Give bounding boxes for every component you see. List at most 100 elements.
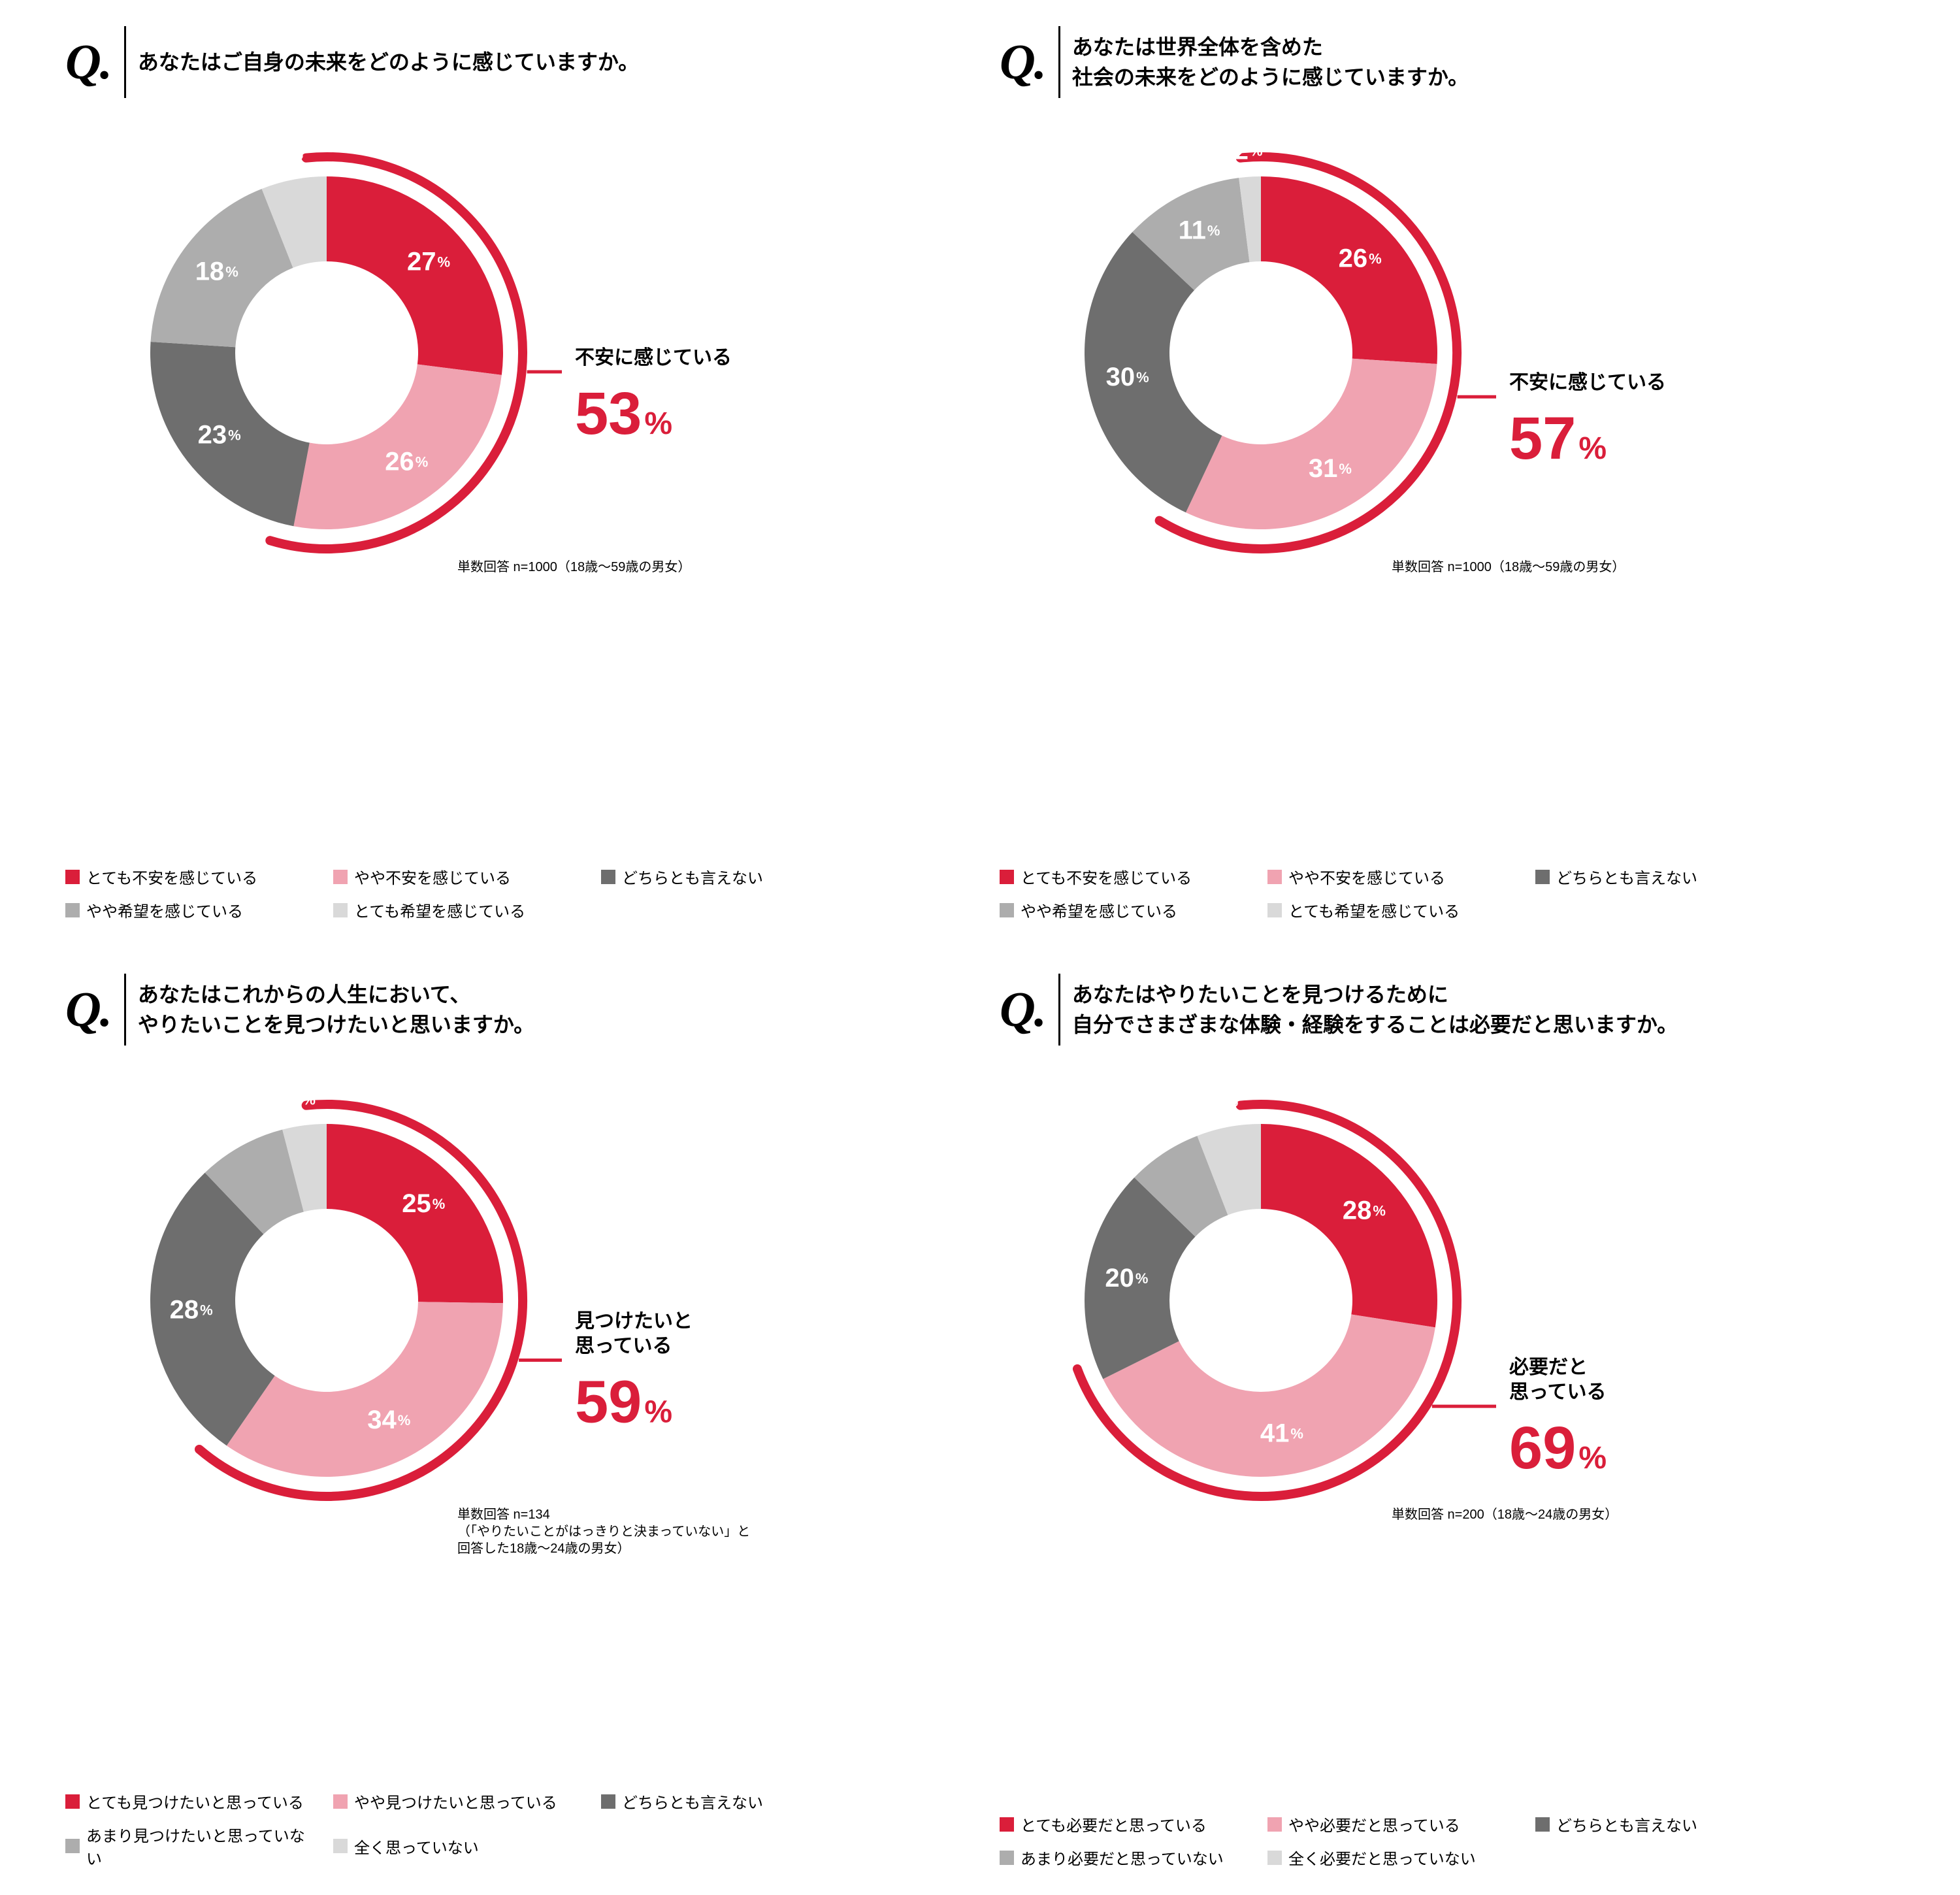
slice-label-4: 6% — [274, 139, 303, 168]
question-header: Q. あなたはご自身の未来をどのように感じていますか。 — [65, 26, 960, 98]
legend-item-2: どちらとも言えない — [601, 865, 843, 888]
legend-item-2: どちらとも言えない — [1535, 1813, 1777, 1836]
legend-swatch — [65, 1794, 80, 1809]
question-text: あなたはやりたいことを見つけるために 自分でさまざまな体験・経験をすることは必要… — [1072, 980, 1678, 1040]
legend-label: どちらとも言えない — [622, 865, 763, 888]
legend-label: どちらとも言えない — [622, 1790, 763, 1813]
legend-item-1: やや必要だと思っている — [1267, 1813, 1509, 1836]
legend-label: 全く思っていない — [354, 1835, 479, 1858]
chart-area: 28%41%20%7%6%必要だと思っている69%単数回答 n=200（18歳～… — [1000, 1059, 1895, 1806]
legend-item-2: どちらとも言えない — [1535, 865, 1777, 888]
donut-chart: 26%31%30%11%2%不安に感じている57%単数回答 n=1000（18歳… — [1000, 111, 1882, 647]
legend-item-4: 全く思っていない — [333, 1823, 575, 1869]
donut-slice-1 — [227, 1302, 503, 1477]
panel-0: Q.あなたはご自身の未来をどのように感じていますか。27%26%23%18%6%… — [65, 26, 960, 921]
legend-label: とても必要だと思っている — [1021, 1813, 1207, 1836]
donut-chart: 25%34%28%8%4%見つけたいと思っている59%単数回答 n=134（「や… — [65, 1059, 947, 1594]
question-text: あなたはご自身の未来をどのように感じていますか。 — [138, 47, 639, 77]
legend-swatch — [1535, 1817, 1550, 1832]
legend-item-4: とても希望を感じている — [1267, 898, 1509, 921]
legend-swatch — [333, 903, 348, 917]
legend-label: やや見つけたいと思っている — [354, 1790, 557, 1813]
legend-label: とても希望を感じている — [354, 898, 525, 921]
legend: とても見つけたいと思っている やや見つけたいと思っている どちらとも言えないあまり見… — [65, 1790, 960, 1869]
legend-label: とても希望を感じている — [1288, 898, 1460, 921]
legend-label: やや不安を感じている — [354, 865, 511, 888]
callout-value: 69% — [1509, 1415, 1607, 1481]
question-marker: Q. — [65, 26, 126, 98]
legend-swatch — [65, 903, 80, 917]
legend-item-0: とても必要だと思っている — [1000, 1813, 1241, 1836]
donut-chart: 28%41%20%7%6%必要だと思っている69%単数回答 n=200（18歳～… — [1000, 1059, 1882, 1594]
question-header: Q.あなたはやりたいことを見つけるために 自分でさまざまな体験・経験をすることは… — [1000, 974, 1895, 1046]
donut-slice-1 — [1186, 359, 1437, 529]
legend-label: とても不安を感じている — [86, 865, 257, 888]
legend-item-4: 全く必要だと思っていない — [1267, 1846, 1509, 1869]
legend: とても不安を感じている やや不安を感じている どちらとも言えないやや希望を感じている… — [65, 865, 960, 921]
chart-area: 25%34%28%8%4%見つけたいと思っている59%単数回答 n=134（「や… — [65, 1059, 960, 1783]
legend-swatch — [601, 1794, 615, 1809]
panel-2: Q.あなたはこれからの人生において、 やりたいことを見つけたいと思いますか。 25… — [65, 974, 960, 1869]
legend-swatch — [65, 870, 80, 884]
legend-item-1: やや不安を感じている — [333, 865, 575, 888]
legend-swatch — [1000, 903, 1014, 917]
chart-footnote: 単数回答 n=200（18歳～24歳の男女） — [1392, 1507, 1618, 1522]
callout-value: 57% — [1509, 405, 1607, 472]
legend-item-2: どちらとも言えない — [601, 1790, 843, 1813]
donut-chart: 27%26%23%18%6%不安に感じている53%単数回答 n=1000（18歳… — [65, 111, 947, 647]
legend-swatch — [333, 1839, 348, 1853]
slice-label-3: 7% — [1135, 1117, 1164, 1145]
panel-3: Q.あなたはやりたいことを見つけるために 自分でさまざまな体験・経験をすることは… — [1000, 974, 1895, 1869]
legend-item-1: やや見つけたいと思っている — [333, 1790, 575, 1813]
legend-swatch — [601, 870, 615, 884]
chart-footnote: 単数回答 n=1000（18歳～59歳の男女） — [457, 559, 691, 574]
legend-label: 全く必要だと思っていない — [1288, 1846, 1476, 1869]
panel-1: Q.あなたは世界全体を含めた 社会の未来をどのように感じていますか。26%31%… — [1000, 26, 1895, 921]
legend-item-1: やや不安を感じている — [1267, 865, 1509, 888]
legend-swatch — [1000, 1851, 1014, 1865]
slice-label-3: 8% — [214, 1108, 243, 1137]
legend-swatch — [1267, 1851, 1282, 1865]
legend-item-3: あまり見つけたいと思っていない — [65, 1823, 307, 1869]
legend-swatch — [65, 1839, 80, 1853]
legend-item-3: やや希望を感じている — [65, 898, 307, 921]
legend: とても不安を感じている やや不安を感じている どちらとも言えないやや希望を感じている… — [1000, 865, 1895, 921]
legend-label: どちらとも言えない — [1556, 1813, 1697, 1836]
chart-footnote: 単数回答 n=1000（18歳～59歳の男女） — [1392, 559, 1625, 574]
chart-grid: Q.あなたはご自身の未来をどのように感じていますか。27%26%23%18%6%… — [65, 26, 1895, 1869]
legend-item-3: あまり必要だと思っていない — [1000, 1846, 1241, 1869]
legend-label: あまり必要だと思っていない — [1021, 1846, 1224, 1869]
chart-footnote: 単数回答 n=134（「やりたいことがはっきりと決まっていない」と回答した18歳… — [457, 1507, 750, 1556]
question-marker: Q. — [65, 974, 126, 1046]
legend-label: やや希望を感じている — [1021, 898, 1177, 921]
callout-label: 見つけたいと思っている — [575, 1310, 693, 1357]
chart-area: 27%26%23%18%6%不安に感じている53%単数回答 n=1000（18歳… — [65, 111, 960, 859]
legend-swatch — [1000, 870, 1014, 884]
question-header: Q.あなたはこれからの人生において、 やりたいことを見つけたいと思いますか。 — [65, 974, 960, 1046]
legend-label: どちらとも言えない — [1556, 865, 1697, 888]
question-text: あなたはこれからの人生において、 やりたいことを見つけたいと思いますか。 — [138, 980, 534, 1040]
callout-label: 不安に感じている — [1509, 372, 1666, 393]
donut-slice-0 — [1261, 1124, 1437, 1327]
chart-area: 26%31%30%11%2%不安に感じている57%単数回答 n=1000（18歳… — [1000, 111, 1895, 859]
legend-swatch — [333, 1794, 348, 1809]
callout-label: 必要だと思っている — [1509, 1357, 1607, 1403]
legend-swatch — [1267, 870, 1282, 884]
legend-label: あまり見つけたいと思っていない — [86, 1823, 307, 1869]
legend-label: やや希望を感じている — [86, 898, 243, 921]
legend-swatch — [1535, 870, 1550, 884]
legend-swatch — [1267, 1817, 1282, 1832]
legend-swatch — [1267, 903, 1282, 917]
legend-label: やや不安を感じている — [1288, 865, 1445, 888]
legend-label: とても見つけたいと思っている — [86, 1790, 304, 1813]
question-text: あなたは世界全体を含めた 社会の未来をどのように感じていますか。 — [1072, 32, 1469, 93]
slice-label-4: 6% — [1209, 1087, 1238, 1115]
legend-item-0: とても不安を感じている — [65, 865, 307, 888]
legend-label: やや必要だと思っている — [1288, 1813, 1460, 1836]
legend-item-0: とても不安を感じている — [1000, 865, 1241, 888]
legend: とても必要だと思っている やや必要だと思っている どちらとも言えないあまり必要だと思… — [1000, 1813, 1895, 1869]
legend-swatch — [1000, 1817, 1014, 1832]
legend-label: とても不安を感じている — [1021, 865, 1192, 888]
legend-item-3: やや希望を感じている — [1000, 898, 1241, 921]
callout-label: 不安に感じている — [575, 347, 732, 369]
